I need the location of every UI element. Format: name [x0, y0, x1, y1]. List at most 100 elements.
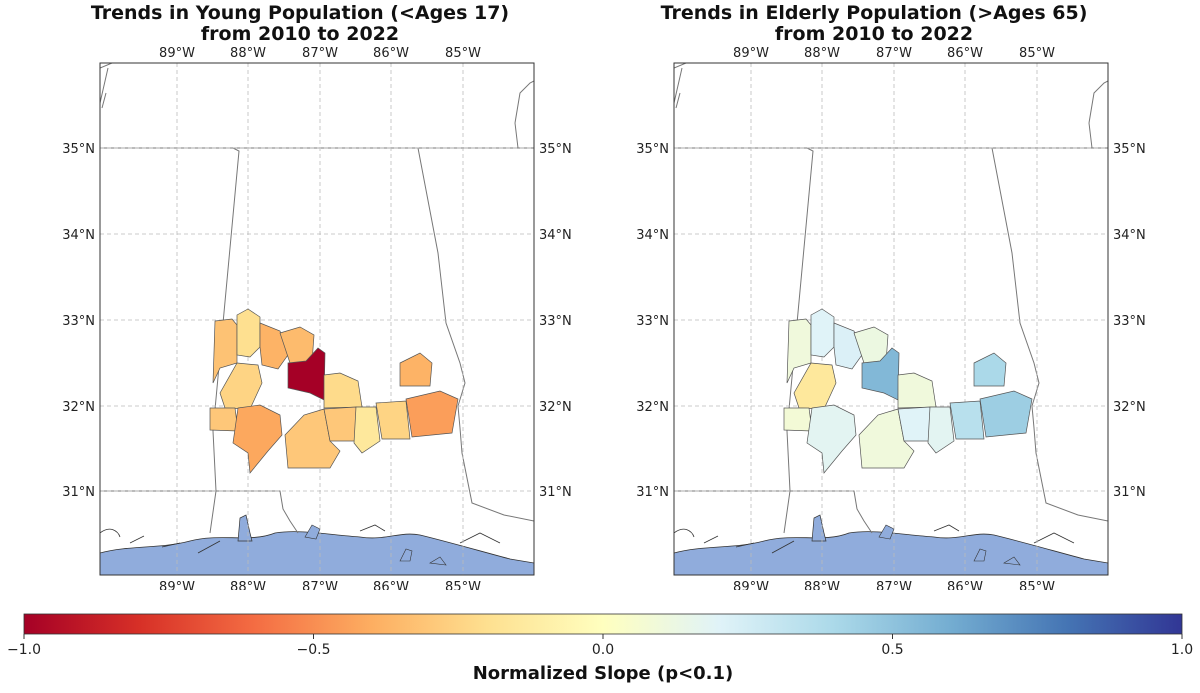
county-r10 [284, 408, 341, 469]
state-border [674, 63, 687, 109]
lon-tick-bottom: 88°W [230, 580, 266, 590]
map-frame [673, 62, 1109, 576]
colorbar-tick-label: 0.0 [592, 642, 614, 658]
bay-small [1003, 556, 1021, 566]
county-r2 [236, 308, 261, 358]
lat-tick-right: 35°N [1113, 142, 1146, 157]
lat-tick-right: 33°N [539, 314, 572, 329]
colorbar-label: Normalized Slope (p<0.1) [473, 663, 734, 684]
mobile-bay [237, 514, 253, 542]
lon-tick-bottom: 89°W [159, 580, 195, 590]
lat-tick-right: 33°N [1113, 314, 1146, 329]
lon-tick-top: 85°W [1019, 46, 1055, 61]
lon-tick-top: 87°W [876, 46, 912, 61]
bay-small [429, 556, 447, 566]
county-r13 [375, 400, 411, 440]
lat-tick-left: 34°N [62, 228, 95, 243]
title-line-2: from 2010 to 2022 [200, 23, 400, 45]
county-r11 [897, 406, 931, 442]
lat-tick-left: 35°N [62, 142, 95, 157]
title-line-1: Trends in Elderly Population (>Ages 65) [660, 2, 1088, 24]
map-elderly: 89°W 89°W 88°W 88°W 87°W 87°W 86°W 86°W 85°W 85°W… [636, 46, 1146, 595]
lon-tick-bottom: 88°W [804, 580, 840, 590]
choctawhatchee-bay [973, 548, 987, 562]
panel-title: Trends in Young Population (<Ages 17) fr… [0, 3, 600, 45]
choctawhatchee-bay [399, 548, 413, 562]
county-r4 [853, 326, 889, 364]
colorbar-svg: −1.0 −0.5 0.0 0.5 1.0 Normalized Slope (p<0.… [7, 613, 1193, 684]
map-content [100, 63, 534, 575]
county-r2 [810, 308, 835, 358]
county-r13 [949, 400, 985, 440]
lon-tick-bottom: 89°W [733, 580, 769, 590]
county-r12 [927, 406, 955, 454]
county-r10 [858, 408, 915, 469]
county-r12 [353, 406, 381, 454]
lat-tick-right: 31°N [539, 485, 572, 500]
colorbar-tick-label: 0.5 [881, 642, 903, 658]
county-r9 [806, 404, 857, 474]
lon-tick-bottom: 86°W [373, 580, 409, 590]
gulf-water [100, 531, 534, 575]
county-r14 [405, 390, 459, 438]
lat-tick-left: 33°N [62, 314, 95, 329]
lat-tick-right: 34°N [1113, 228, 1146, 243]
lon-tick-top: 89°W [733, 46, 769, 61]
coastline [674, 524, 1075, 554]
county-r15 [973, 352, 1007, 387]
lat-tick-right: 32°N [1113, 400, 1146, 415]
land [674, 63, 1108, 575]
lat-tick-right: 35°N [539, 142, 572, 157]
lat-tick-left: 34°N [636, 228, 669, 243]
lon-tick-bottom: 85°W [1019, 580, 1055, 590]
lat-tick-left: 35°N [636, 142, 669, 157]
map-content [674, 63, 1108, 575]
county-r8 [783, 407, 813, 432]
lat-tick-left: 31°N [62, 485, 95, 500]
lon-tick-top: 86°W [947, 46, 983, 61]
lon-tick-bottom: 85°W [445, 580, 481, 590]
map-frame [99, 62, 535, 576]
county-r11 [323, 406, 357, 442]
lon-tick-bottom: 87°W [876, 580, 912, 590]
map-young: 89°W 89°W 88°W 88°W 87°W 87°W 86°W 86°W 85°W 85°W… [62, 46, 572, 595]
lon-tick-top: 85°W [445, 46, 481, 61]
county-r7 [323, 372, 363, 409]
colorbar-tick-label: −1.0 [7, 642, 41, 658]
colorbar-tick-label: −0.5 [297, 642, 331, 658]
colorbar-tick-label: 1.0 [1171, 642, 1193, 658]
lon-tick-top: 87°W [302, 46, 338, 61]
state-border [790, 490, 873, 534]
state-border [1088, 80, 1108, 149]
county-r15 [399, 352, 433, 387]
lon-tick-top: 88°W [804, 46, 840, 61]
county-r7 [897, 372, 937, 409]
colorbar-gradient [23, 613, 1183, 635]
coastline [100, 524, 501, 554]
lon-tick-top: 86°W [373, 46, 409, 61]
state-border [783, 147, 814, 534]
lon-tick-bottom: 87°W [302, 580, 338, 590]
lon-tick-top: 89°W [159, 46, 195, 61]
title-line-2: from 2010 to 2022 [774, 23, 974, 45]
land [100, 63, 534, 575]
gulf-water [674, 531, 1108, 575]
county-r8 [209, 407, 239, 432]
panel-title: Trends in Elderly Population (>Ages 65) … [574, 3, 1174, 45]
panel-young: Trends in Young Population (<Ages 17) fr… [0, 0, 600, 596]
county-r14 [979, 390, 1033, 438]
colorbar: −1.0 −0.5 0.0 0.5 1.0 Normalized Slope (p<0.… [0, 600, 1200, 689]
state-border [209, 147, 240, 534]
lat-tick-left: 32°N [636, 400, 669, 415]
lat-tick-left: 32°N [62, 400, 95, 415]
county-r9 [232, 404, 283, 474]
lon-tick-bottom: 86°W [947, 580, 983, 590]
county-r4 [279, 326, 315, 364]
lon-tick-top: 88°W [230, 46, 266, 61]
lat-tick-left: 31°N [636, 485, 669, 500]
lat-tick-right: 32°N [539, 400, 572, 415]
panel-elderly: Trends in Elderly Population (>Ages 65) … [574, 0, 1174, 596]
title-line-1: Trends in Young Population (<Ages 17) [90, 2, 510, 24]
mobile-bay [811, 514, 827, 542]
lat-tick-right: 34°N [539, 228, 572, 243]
